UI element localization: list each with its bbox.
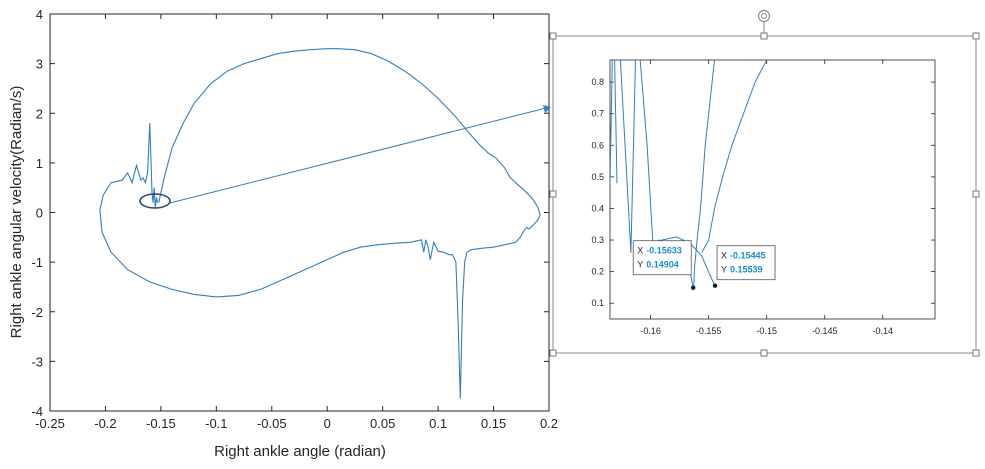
resize-handle-left[interactable] — [549, 190, 557, 198]
datatip-x-label: X — [637, 246, 643, 256]
inset-plot: -0.16 -0.155 -0.15 -0.145 -0.14 0.1 0.2 0.3 0.4… — [591, 59, 936, 336]
main-y-tick-label: 3 — [36, 57, 43, 72]
datatip-y-label: Y — [721, 265, 727, 275]
resize-handle-top[interactable] — [760, 32, 768, 40]
inset-x-tick-label: -0.155 — [696, 326, 722, 336]
main-y-tick-label: -1 — [31, 255, 43, 270]
datatip-y-value: 0.15539 — [730, 265, 763, 275]
rotate-handle-icon[interactable] — [757, 9, 771, 23]
main-series-line — [99, 48, 541, 399]
main-y-tick-label: -4 — [31, 404, 43, 419]
main-x-tick-label: -0.2 — [94, 416, 116, 431]
main-y-tick-label: -2 — [31, 305, 43, 320]
datatip-y-value: 0.14904 — [646, 260, 679, 270]
resize-handle-bottom[interactable] — [760, 349, 768, 357]
inset-y-tick-labels: 0.1 0.2 0.3 0.4 0.5 0.6 0.7 0.8 — [591, 77, 604, 308]
inset-y-tick-label: 0.3 — [591, 235, 604, 245]
resize-handle-bottom-right[interactable] — [972, 349, 980, 357]
datatip-box — [632, 240, 692, 276]
resize-handle-top-left[interactable] — [549, 32, 557, 40]
main-y-axis-label: Right ankle angular velocity(Radian/s) — [8, 86, 25, 339]
main-x-tick-label: -0.25 — [35, 416, 65, 431]
zoom-region-ellipse — [139, 193, 171, 209]
inset-x-tick-label: -0.15 — [756, 326, 777, 336]
main-plot: -0.25 -0.2 -0.15 -0.1 -0.05 0 0.05 0.1 0.15 0.2 -… — [8, 7, 558, 460]
inset-y-tick-label: 0.5 — [591, 172, 604, 182]
main-x-tick-label: -0.15 — [146, 416, 176, 431]
inset-y-tick-label: 0.4 — [591, 203, 604, 213]
inset-x-tick-label: -0.14 — [873, 326, 894, 336]
resize-handle-right[interactable] — [972, 190, 980, 198]
arrow-head-icon — [543, 105, 551, 113]
datatip-y-label: Y — [637, 260, 643, 270]
main-y-tick-labels: -4 -3 -2 -1 0 1 2 3 4 — [31, 7, 43, 419]
datatip-x-label: X — [721, 251, 727, 261]
main-y-tick-label: 4 — [36, 7, 43, 22]
main-ticks — [49, 13, 550, 412]
main-x-tick-labels: -0.25 -0.2 -0.15 -0.1 -0.05 0 0.05 0.1 0.15 0.2 — [35, 416, 558, 431]
main-y-tick-label: 2 — [36, 106, 43, 121]
datatip-marker — [691, 285, 696, 290]
inset-y-tick-label: 0.8 — [591, 77, 604, 87]
inset-y-tick-label: 0.6 — [591, 140, 604, 150]
main-x-tick-label: 0.1 — [429, 416, 447, 431]
inset-series-line — [693, 60, 715, 288]
inset-x-tick-labels: -0.16 -0.155 -0.15 -0.145 -0.14 — [640, 326, 893, 336]
main-y-tick-label: 1 — [36, 156, 43, 171]
main-plot-area — [49, 13, 550, 412]
datatip-marker — [712, 283, 718, 288]
main-x-tick-label: -0.1 — [205, 416, 227, 431]
zoom-arrow — [169, 105, 551, 204]
inset-y-tick-label: 0.2 — [591, 267, 604, 277]
main-x-tick-label: -0.05 — [257, 416, 287, 431]
resize-handle-bottom-left[interactable] — [549, 349, 557, 357]
main-x-axis-label: Right ankle angle (radian) — [214, 443, 386, 460]
main-x-tick-label: 0.15 — [481, 416, 506, 431]
datatip-box — [716, 245, 776, 281]
inset-series-line — [701, 60, 768, 253]
main-x-tick-label: 0.2 — [540, 416, 558, 431]
main-x-tick-label: 0.05 — [370, 416, 395, 431]
inset-y-tick-label: 0.7 — [591, 109, 604, 119]
inset-selection-frame[interactable] — [549, 9, 980, 357]
inset-x-tick-label: -0.16 — [640, 326, 661, 336]
main-y-tick-label: -3 — [31, 354, 43, 369]
inset-plot-area — [609, 59, 936, 320]
main-x-tick-label: 0 — [324, 416, 331, 431]
main-y-tick-label: 0 — [36, 206, 43, 221]
inset-y-tick-label: 0.1 — [591, 298, 604, 308]
resize-handle-top-right[interactable] — [972, 32, 980, 40]
datatip-x-value: -0.15445 — [730, 251, 766, 261]
datatip-x-value: -0.15633 — [646, 246, 682, 256]
inset-series-line — [610, 60, 618, 184]
inset-x-tick-label: -0.145 — [812, 326, 838, 336]
